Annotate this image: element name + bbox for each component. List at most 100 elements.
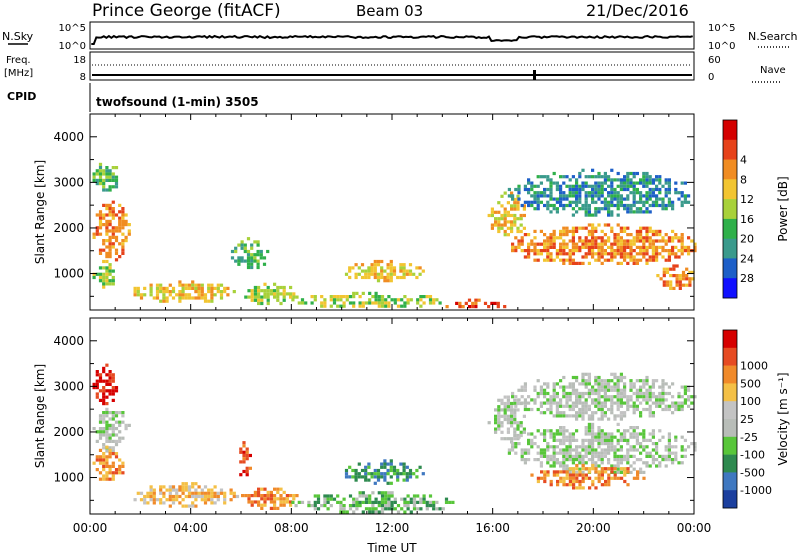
heatmap-cell xyxy=(105,439,109,443)
heatmap-cell xyxy=(623,395,627,399)
heatmap-cell xyxy=(105,223,109,227)
heatmap-cell xyxy=(168,283,172,287)
heatmap-cell xyxy=(591,194,595,198)
heatmap-cell xyxy=(253,292,257,296)
heatmap-cell xyxy=(552,473,556,477)
heatmap-cell xyxy=(354,478,358,482)
heatmap-cell xyxy=(635,458,639,462)
date-label: 21/Dec/2016 xyxy=(586,1,689,20)
heatmap-cell xyxy=(326,497,330,501)
heatmap-cell xyxy=(629,245,633,249)
heatmap-cell xyxy=(143,494,147,499)
heatmap-cell xyxy=(671,245,675,249)
heatmap-cell xyxy=(108,423,112,427)
heatmap-cell xyxy=(565,252,569,256)
heatmap-cell xyxy=(635,236,639,240)
heatmap-cell xyxy=(655,194,659,198)
heatmap-cell xyxy=(377,298,381,302)
heatmap-cell xyxy=(587,175,591,179)
heatmap-cell xyxy=(552,448,556,452)
heatmap-cell xyxy=(513,437,517,441)
heatmap-cell xyxy=(575,486,579,490)
heatmap-cell xyxy=(114,182,119,186)
heatmap-cell xyxy=(121,242,125,246)
heatmap-cell xyxy=(658,178,662,182)
heatmap-cell xyxy=(523,184,527,188)
heatmap-cell xyxy=(677,461,681,465)
heatmap-cell xyxy=(108,213,112,217)
heatmap-cell xyxy=(556,479,560,484)
heatmap-cell xyxy=(373,468,377,473)
heatmap-cell xyxy=(361,510,365,514)
heatmap-cell xyxy=(607,461,611,465)
heatmap-cell xyxy=(578,207,582,211)
heatmap-cell xyxy=(613,255,617,259)
heatmap-cell xyxy=(259,256,263,260)
heatmap-cell xyxy=(102,172,106,176)
heatmap-cell xyxy=(121,223,125,227)
heatmap-cell xyxy=(678,280,682,284)
heatmap-cell xyxy=(422,500,426,504)
heatmap-cell xyxy=(355,507,359,511)
heatmap-cell xyxy=(664,464,668,468)
heatmap-cell xyxy=(412,497,417,501)
heatmap-cell xyxy=(600,473,604,477)
heatmap-cell xyxy=(95,373,99,377)
heatmap-cell xyxy=(384,504,388,508)
heatmap-cell xyxy=(607,442,611,446)
heatmap-cell xyxy=(503,207,507,211)
x-axis-title: Time UT xyxy=(366,541,417,554)
heatmap-cell xyxy=(578,191,582,195)
heatmap-cell xyxy=(562,429,566,433)
heatmap-cell xyxy=(326,507,330,511)
heatmap-cell xyxy=(575,184,579,188)
heatmap-cell xyxy=(648,388,652,392)
heatmap-cell xyxy=(648,210,652,214)
heatmap-cell xyxy=(187,283,192,287)
heatmap-cell xyxy=(610,388,614,392)
heatmap-cell xyxy=(610,252,614,256)
heatmap-cell xyxy=(639,388,643,392)
heatmap-cell xyxy=(616,470,620,474)
heatmap-cell xyxy=(661,388,665,392)
heatmap-cell xyxy=(669,286,673,290)
heatmap-cell xyxy=(367,269,371,273)
heatmap-cell xyxy=(559,432,563,436)
heatmap-cell xyxy=(594,242,598,246)
heatmap-cell xyxy=(108,436,112,440)
heatmap-cell xyxy=(114,420,119,424)
heatmap-cell xyxy=(623,429,627,433)
heatmap-cell xyxy=(108,417,112,421)
heatmap-cell xyxy=(399,266,403,270)
heatmap-cell xyxy=(386,266,390,270)
heatmap-cell xyxy=(102,420,106,424)
heatmap-cell xyxy=(597,404,601,408)
heatmap-cell xyxy=(610,210,614,214)
noise-tick-left-top: 10^5 xyxy=(59,23,86,34)
heatmap-cell xyxy=(645,191,649,195)
heatmap-cell xyxy=(422,295,426,299)
heatmap-cell xyxy=(645,461,649,465)
heatmap-cell xyxy=(98,461,103,465)
heatmap-cell xyxy=(565,242,569,246)
heatmap-cell xyxy=(98,398,103,402)
heatmap-cell xyxy=(651,255,655,259)
heatmap-cell xyxy=(559,438,563,442)
heatmap-cell xyxy=(642,252,646,256)
heatmap-cell xyxy=(98,166,103,170)
heatmap-cell xyxy=(533,442,537,446)
heatmap-cell xyxy=(240,259,244,263)
heatmap-cell xyxy=(661,395,665,399)
heatmap-cell xyxy=(655,200,659,204)
heatmap-cell xyxy=(594,175,598,179)
heatmap-cell xyxy=(455,301,459,305)
heatmap-cell xyxy=(587,242,591,246)
heatmap-cell xyxy=(680,242,684,246)
heatmap-cell xyxy=(256,253,260,257)
heatmap-cell xyxy=(587,417,591,421)
heatmap-cell xyxy=(203,498,208,502)
heatmap-cell xyxy=(677,401,681,405)
heatmap-cell xyxy=(392,465,397,469)
heatmap-cell xyxy=(603,395,607,399)
heatmap-cell xyxy=(639,236,643,240)
